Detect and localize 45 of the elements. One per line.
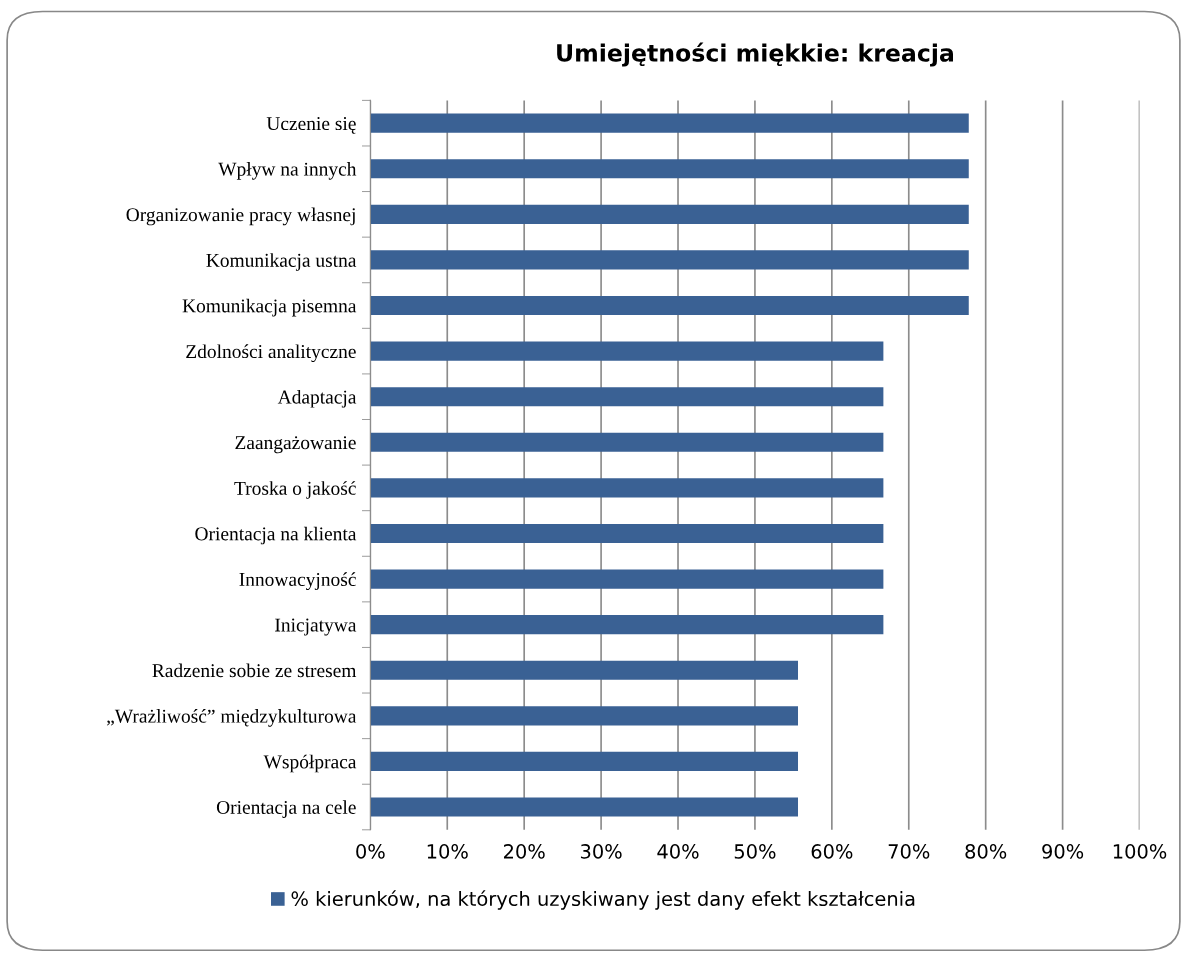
x-tick-label: 100% <box>1113 844 1167 859</box>
bar <box>370 295 969 316</box>
chart-title: Umiejętności miękkie: kreacja <box>557 42 954 67</box>
bar <box>370 432 884 452</box>
y-tick-label: Zdolności analityczne <box>186 344 356 363</box>
y-tick-label: Orientacja na klienta <box>195 526 357 545</box>
x-tick-label: 40% <box>657 844 699 859</box>
y-tick-label: Radzenie sobie ze stresem <box>152 663 357 678</box>
y-tick-label: Troska o jakość <box>234 481 356 499</box>
bar <box>370 751 799 771</box>
bar <box>370 706 799 726</box>
x-tick-label: 80% <box>965 844 1007 859</box>
bar <box>370 159 969 179</box>
x-tick-label: 90% <box>1042 844 1084 859</box>
bar <box>370 341 884 361</box>
bar <box>370 523 884 544</box>
x-tick-label: 30% <box>580 844 622 859</box>
y-tick-label: Komunikacja ustna <box>206 253 357 271</box>
bar <box>370 478 884 498</box>
y-tick-label: „Wrażliwość” międzykulturowa <box>106 709 357 727</box>
y-tick-label: Inicjatywa <box>275 618 357 636</box>
y-tick-label: Komunikacja pisemna <box>182 298 357 317</box>
y-tick-label: Innowacyjność <box>239 572 356 591</box>
y-tick-label: Adaptacja <box>277 389 357 408</box>
legend-label: % kierunków, na których uzyskiwany jest dany efekt kształcenia <box>291 890 915 910</box>
x-tick-label: 50% <box>734 844 776 859</box>
bar <box>370 569 884 589</box>
bar <box>370 204 969 224</box>
bar <box>370 615 884 635</box>
y-tick-label: Zaangażowanie <box>235 436 356 454</box>
x-tick-label: 20% <box>503 844 545 859</box>
y-tick-label: Orientacja na cele <box>216 800 356 818</box>
bar <box>370 250 969 270</box>
y-tick-label: Wpływ na innych <box>218 162 357 180</box>
x-tick-label: 70% <box>888 844 930 859</box>
bar <box>370 387 884 407</box>
x-tick-label: 60% <box>811 844 853 859</box>
y-tick-label: Uczenie się <box>266 117 356 134</box>
bar <box>370 113 969 133</box>
bar <box>370 660 799 680</box>
y-tick-label: Współpraca <box>263 754 357 773</box>
bar <box>370 797 799 817</box>
x-tick-label: 0% <box>356 844 385 859</box>
y-tick-label: Organizowanie pracy własnej <box>126 207 355 226</box>
x-tick-label: 10% <box>427 844 468 859</box>
